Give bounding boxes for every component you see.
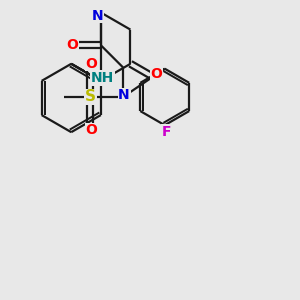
Text: F: F — [161, 125, 171, 139]
Text: O: O — [85, 123, 97, 137]
Text: N: N — [92, 8, 104, 22]
Text: S: S — [85, 89, 96, 104]
Text: O: O — [150, 67, 162, 81]
Text: O: O — [85, 57, 97, 71]
Text: O: O — [66, 38, 78, 52]
Text: N: N — [118, 88, 130, 103]
Text: NH: NH — [91, 71, 114, 85]
